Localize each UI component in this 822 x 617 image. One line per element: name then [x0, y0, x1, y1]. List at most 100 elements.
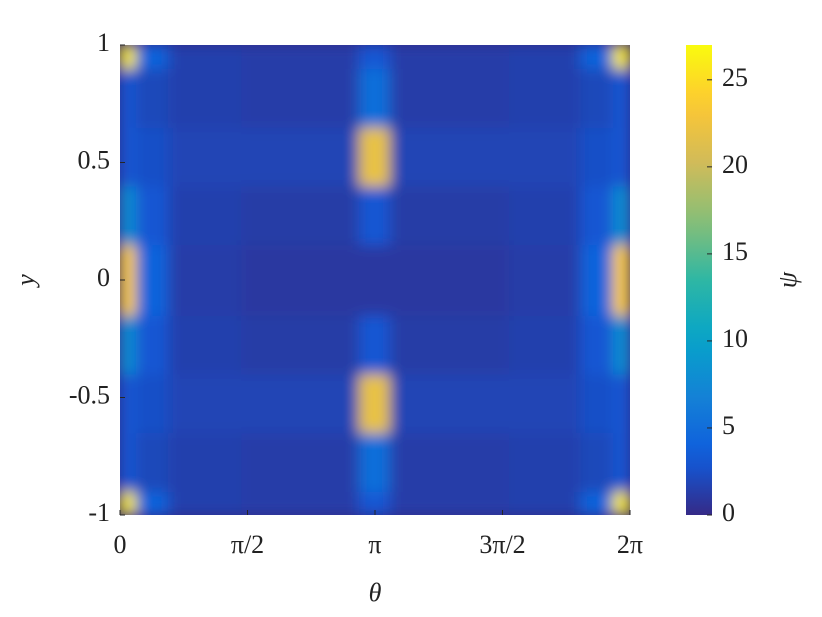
heat-cell	[613, 68, 630, 128]
heat-cell	[241, 68, 360, 128]
heat-cell	[389, 45, 511, 69]
heat-cell	[509, 68, 582, 128]
x-axis-label: θ	[369, 578, 382, 607]
heat-cell	[509, 432, 582, 492]
heat-cell	[580, 68, 615, 128]
heat-cell	[135, 244, 170, 316]
heat-cell	[580, 373, 615, 434]
heat-cell	[389, 432, 511, 492]
y-tick-label: -1	[88, 498, 110, 527]
heat-cell	[168, 244, 243, 316]
colorbar-label: ψ	[773, 271, 802, 288]
x-tick-label: 0	[114, 530, 127, 559]
heat-cell	[120, 491, 137, 515]
heat-cell	[241, 45, 360, 69]
heat-cell	[120, 373, 137, 434]
heat-cell	[358, 126, 391, 187]
heatmap-cells	[120, 45, 630, 515]
heat-cell	[358, 244, 391, 316]
heat-cell	[120, 45, 137, 69]
y-tick-label: 0.5	[78, 145, 111, 174]
heat-cell	[358, 68, 391, 128]
heat-cell	[509, 491, 582, 515]
colorbar-tick-label: 15	[722, 237, 748, 266]
heat-cell	[389, 126, 511, 187]
heat-cell	[241, 185, 360, 246]
heat-cell	[613, 126, 630, 187]
heat-cell	[580, 126, 615, 187]
colorbar	[686, 45, 712, 515]
heat-cell	[613, 185, 630, 246]
heat-cell	[135, 491, 170, 515]
colorbar-tick-label: 20	[722, 150, 748, 179]
heat-cell	[389, 373, 511, 434]
heat-cell	[120, 432, 137, 492]
heat-cell	[580, 244, 615, 316]
heat-cell	[241, 432, 360, 492]
heat-cell	[613, 244, 630, 316]
heat-cell	[120, 126, 137, 187]
heat-cell	[613, 45, 630, 69]
heat-cell	[389, 491, 511, 515]
heat-cell	[135, 432, 170, 492]
heat-cell	[241, 314, 360, 375]
heat-cell	[358, 373, 391, 434]
heat-cell	[580, 45, 615, 69]
heat-cell	[613, 432, 630, 492]
x-tick-label: π/2	[231, 530, 264, 559]
heat-cell	[135, 314, 170, 375]
x-tick-label: 2π	[617, 530, 643, 559]
heat-cell	[168, 185, 243, 246]
heat-cell	[358, 185, 391, 246]
heat-cell	[241, 491, 360, 515]
heat-cell	[580, 432, 615, 492]
y-tick-label: 1	[97, 28, 110, 57]
heat-cell	[120, 185, 137, 246]
heat-cell	[168, 68, 243, 128]
heat-cell	[613, 314, 630, 375]
colorbar-tick-label: 0	[722, 498, 735, 527]
heat-cell	[509, 185, 582, 246]
heat-cell	[358, 45, 391, 69]
heat-cell	[509, 244, 582, 316]
heat-cell	[389, 185, 511, 246]
heat-cell	[580, 185, 615, 246]
heat-cell	[135, 126, 170, 187]
heat-cell	[120, 68, 137, 128]
heat-cell	[613, 373, 630, 434]
heat-cell	[168, 432, 243, 492]
heat-cell	[168, 373, 243, 434]
heat-cell	[580, 314, 615, 375]
heat-cell	[509, 45, 582, 69]
heat-cell	[168, 491, 243, 515]
x-tick-label: 3π/2	[479, 530, 525, 559]
heat-cell	[135, 185, 170, 246]
heat-cell	[168, 45, 243, 69]
heat-cell	[135, 45, 170, 69]
heat-cell	[135, 373, 170, 434]
heat-cell	[580, 491, 615, 515]
heat-cell	[509, 373, 582, 434]
colorbar-tick-label: 5	[722, 411, 735, 440]
heat-cell	[120, 314, 137, 375]
heat-cell	[241, 126, 360, 187]
heat-cell	[168, 314, 243, 375]
heat-cell	[509, 126, 582, 187]
heat-cell	[358, 432, 391, 492]
y-axis-label: y	[11, 274, 40, 289]
heat-cell	[613, 491, 630, 515]
heat-cell	[168, 126, 243, 187]
heatmap	[120, 45, 630, 515]
y-tick-label: 0	[97, 263, 110, 292]
x-tick-label: π	[368, 530, 381, 559]
heat-cell	[389, 68, 511, 128]
heat-cell	[241, 244, 360, 316]
heat-cell	[389, 314, 511, 375]
heat-cell	[358, 314, 391, 375]
colorbar-tick-label: 10	[722, 324, 748, 353]
y-tick-label: -0.5	[69, 380, 110, 409]
colorbar-tick-label: 25	[722, 63, 748, 92]
heat-cell	[120, 244, 137, 316]
